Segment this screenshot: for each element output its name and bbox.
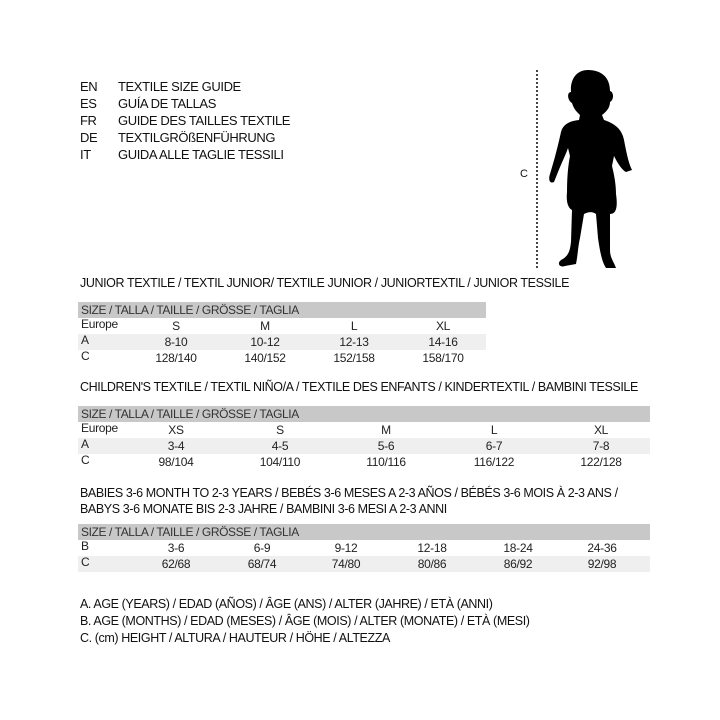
child-silhouette-icon xyxy=(549,70,632,268)
junior-section-title: JUNIOR TEXTILE / TEXTIL JUNIOR/ TEXTILE … xyxy=(80,276,570,290)
cell: 140/152 xyxy=(244,351,286,365)
table-row: B 3-6 6-9 9-12 12-18 18-24 24-36 xyxy=(78,539,650,556)
height-measure-line xyxy=(536,70,538,268)
cell: 3-4 xyxy=(167,439,185,453)
legend-item-c: C. (cm) HEIGHT / ALTURA / HAUTEUR / HÖHE… xyxy=(80,631,390,645)
cell: 12-13 xyxy=(339,335,369,349)
babies-size-table: SIZE / TALLA / TAILLE / GRÖSSE / TAGLIA … xyxy=(78,524,650,572)
table-row: Europe XS S M L XL xyxy=(78,421,650,438)
cell: S xyxy=(276,423,284,437)
table-header: SIZE / TALLA / TAILLE / GRÖSSE / TAGLIA xyxy=(78,406,650,422)
table-header: SIZE / TALLA / TAILLE / GRÖSSE / TAGLIA xyxy=(78,524,650,540)
cell: 92/98 xyxy=(587,557,617,571)
lang-code: FR xyxy=(80,113,97,128)
table-row: A 3-4 4-5 5-6 6-7 7-8 xyxy=(78,437,650,454)
row-label: Europe xyxy=(81,317,118,331)
cell: 158/170 xyxy=(422,351,464,365)
lang-title: TEXTILE SIZE GUIDE xyxy=(118,79,241,94)
children-size-table: SIZE / TALLA / TAILLE / GRÖSSE / TAGLIA … xyxy=(78,406,650,470)
table-row: C 98/104 104/110 110/116 116/122 122/128 xyxy=(78,453,650,470)
legend-item-a: A. AGE (YEARS) / EDAD (AÑOS) / ÂGE (ANS)… xyxy=(80,597,493,611)
cell: 6-9 xyxy=(253,541,271,555)
cell: L xyxy=(350,319,358,333)
cell: 110/116 xyxy=(366,455,406,469)
cell: 5-6 xyxy=(377,439,395,453)
cell: 4-5 xyxy=(271,439,289,453)
cell: 10-12 xyxy=(250,335,280,349)
cell: S xyxy=(172,319,180,333)
cell: M xyxy=(260,319,270,333)
row-label: A xyxy=(81,437,89,451)
babies-section-title: BABIES 3-6 MONTH TO 2-3 YEARS / BEBÉS 3-… xyxy=(80,486,618,500)
cell: 14-16 xyxy=(428,335,458,349)
children-section-title: CHILDREN'S TEXTILE / TEXTIL NIÑO/A / TEX… xyxy=(80,380,638,394)
cell: 68/74 xyxy=(247,557,277,571)
lang-title: GUÍA DE TALLAS xyxy=(118,96,216,111)
cell: XL xyxy=(593,423,609,437)
height-measure-label: C xyxy=(520,168,528,180)
row-label: C xyxy=(81,453,90,467)
row-label: Europe xyxy=(81,421,118,435)
cell: 122/128 xyxy=(580,455,622,469)
lang-title: TEXTILGRÖßENFÜHRUNG xyxy=(118,130,276,145)
cell: XS xyxy=(168,423,184,437)
cell: 3-6 xyxy=(167,541,185,555)
table-row: C 62/68 68/74 74/80 80/86 86/92 92/98 xyxy=(78,555,650,572)
cell: 104/110 xyxy=(259,455,301,469)
lang-code: EN xyxy=(80,79,98,94)
cell: 80/86 xyxy=(417,557,447,571)
cell: 7-8 xyxy=(592,439,610,453)
row-label: B xyxy=(81,539,89,553)
cell: 152/158 xyxy=(333,351,375,365)
cell: 86/92 xyxy=(503,557,533,571)
babies-section-title-line2: BABYS 3-6 MONATE BIS 2-3 JAHRE / BAMBINI… xyxy=(80,502,447,516)
cell: 24-36 xyxy=(587,541,617,555)
cell: XL xyxy=(435,319,451,333)
cell: 128/140 xyxy=(155,351,197,365)
junior-size-table: SIZE / TALLA / TAILLE / GRÖSSE / TAGLIA … xyxy=(78,302,486,366)
cell: 116/122 xyxy=(473,455,515,469)
row-label: C xyxy=(81,555,90,569)
table-row: Europe S M L XL xyxy=(78,317,486,334)
cell: 6-7 xyxy=(485,439,503,453)
row-label: A xyxy=(81,333,89,347)
cell: 18-24 xyxy=(503,541,533,555)
lang-code: ES xyxy=(80,96,97,111)
table-row: C 128/140 140/152 152/158 158/170 xyxy=(78,349,486,366)
cell: 62/68 xyxy=(161,557,191,571)
lang-title: GUIDE DES TAILLES TEXTILE xyxy=(118,113,291,128)
cell: M xyxy=(381,423,391,437)
table-row: A 8-10 10-12 12-13 14-16 xyxy=(78,333,486,350)
cell: 8-10 xyxy=(164,335,188,349)
table-header: SIZE / TALLA / TAILLE / GRÖSSE / TAGLIA xyxy=(78,302,486,318)
legend-item-b: B. AGE (MONTHS) / EDAD (MESES) / ÂGE (MO… xyxy=(80,614,530,628)
row-label: C xyxy=(81,349,90,363)
cell: L xyxy=(490,423,498,437)
cell: 74/80 xyxy=(331,557,361,571)
cell: 12-18 xyxy=(417,541,447,555)
lang-code: DE xyxy=(80,130,98,145)
lang-title: GUIDA ALLE TAGLIE TESSILI xyxy=(118,147,284,162)
lang-code: IT xyxy=(80,147,91,162)
cell: 98/104 xyxy=(158,455,194,469)
cell: 9-12 xyxy=(334,541,358,555)
